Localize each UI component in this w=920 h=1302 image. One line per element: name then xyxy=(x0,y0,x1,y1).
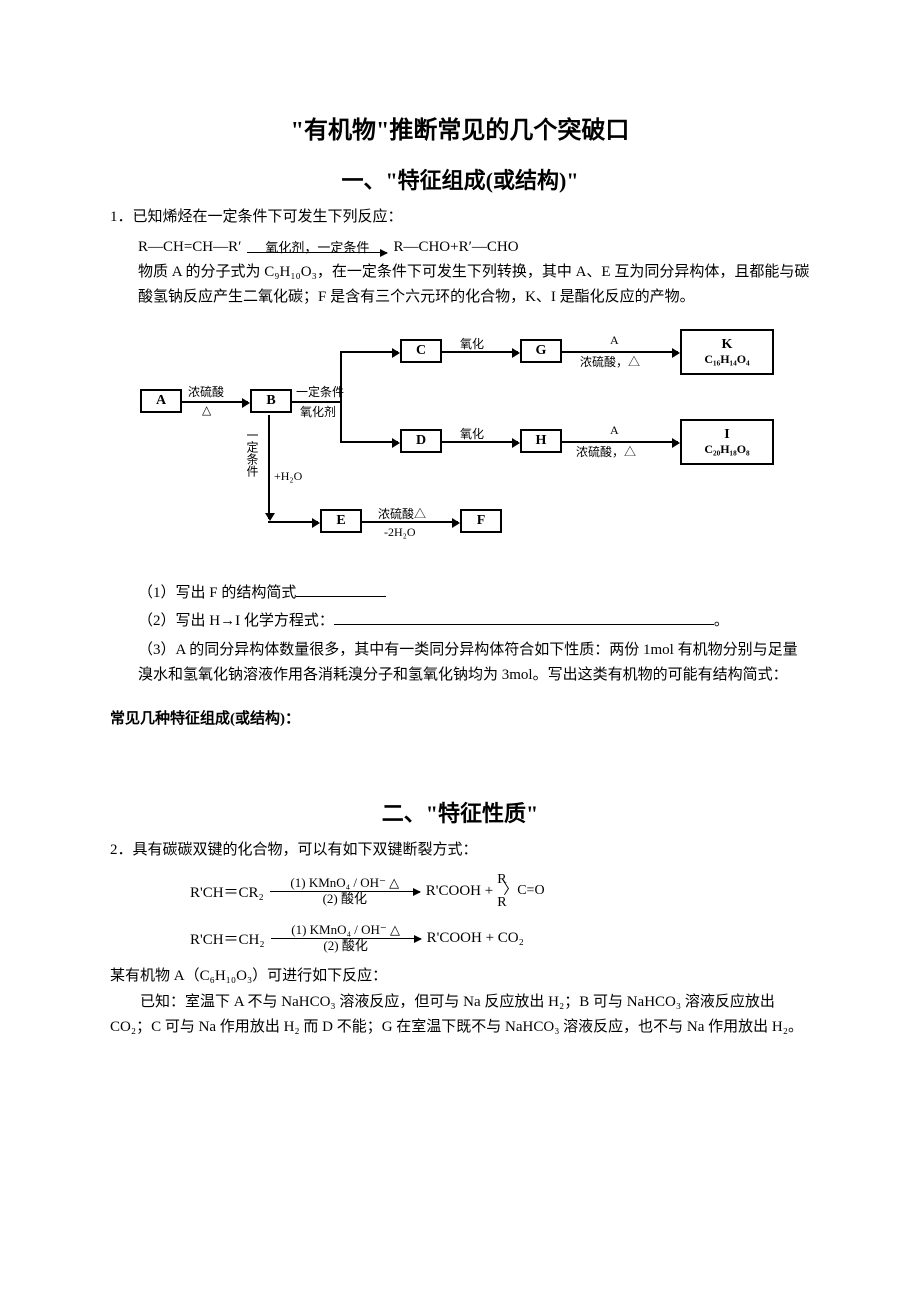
box-E: E xyxy=(320,509,362,533)
arrow-B-D xyxy=(340,441,398,443)
label-hi2: 浓硫酸，△ xyxy=(576,443,636,460)
label-bcd2: 氧化剂 xyxy=(300,403,336,420)
q1-reaction: R—CH=CH—R′ 氧化剂，一定条件 R—CHO+R′—CHO xyxy=(138,239,810,256)
eq2-arrow: (1) KMnO₄ / OH⁻ △ (2) 酸化 xyxy=(271,923,421,954)
reaction-arrow: 氧化剂，一定条件 xyxy=(247,241,387,253)
arrow-A-B xyxy=(180,401,248,403)
label-gk2: 浓硫酸，△ xyxy=(580,353,640,370)
label-bcd: 一定条件 xyxy=(296,383,344,400)
box-I: I C₂₀H₁₈O₈ xyxy=(680,419,774,465)
box-D: D xyxy=(400,429,442,453)
q1-sub2: （2）写出 H→I 化学方程式：。 xyxy=(138,607,810,636)
blank-2 xyxy=(334,609,714,625)
label-dh: 氧化 xyxy=(460,425,484,442)
equations: R'CH＝CR₂ (1) KMnO₄ / OH⁻ △ (2) 酸化 R'COOH… xyxy=(190,874,810,955)
q1-sub1: （1）写出 F 的结构简式 xyxy=(138,579,810,608)
flow-diagram: A B C D G H K C₁₆H₁₄O₄ I C₂₀H₁₈O₈ E F 浓硫… xyxy=(140,329,810,559)
label-hi: A xyxy=(610,423,619,438)
q2-paragraph: 已知：室温下 A 不与 NaHCO₃ 溶液反应，但可与 Na 反应放出 H₂；B… xyxy=(110,990,810,1041)
blank-1 xyxy=(296,581,386,597)
eq1: R'CH＝CR₂ (1) KMnO₄ / OH⁻ △ (2) 酸化 R'COOH… xyxy=(190,874,810,910)
main-title: "有机物"推断常见的几个突破口 xyxy=(110,110,810,145)
arrow-B-E-h xyxy=(268,521,318,523)
eq2: R'CH＝CH₂ (1) KMnO₄ / OH⁻ △ (2) 酸化 R'COOH… xyxy=(190,923,810,954)
ketone: R 〉C=O R xyxy=(497,874,544,910)
feature-heading: 常见几种特征组成(或结构)： xyxy=(110,707,810,733)
label-cg: 氧化 xyxy=(460,335,484,352)
box-H: H xyxy=(520,429,562,453)
label-ab: 浓硫酸 xyxy=(188,383,224,400)
q1-lead: 1．已知烯烃在一定条件下可发生下列反应： xyxy=(110,205,810,231)
box-B: B xyxy=(250,389,292,413)
box-G: G xyxy=(520,339,562,363)
box-K: K C₁₆H₁₄O₄ xyxy=(680,329,774,375)
arrow-B-E-v xyxy=(268,415,270,519)
q2-lead: 2．具有碳碳双键的化合物，可以有如下双键断裂方式： xyxy=(110,838,810,864)
label-ef: 浓硫酸△ xyxy=(378,505,426,522)
q2-line: 某有机物 A（C₆H₁₀O₃）可进行如下反应： xyxy=(110,964,810,990)
box-A: A xyxy=(140,389,182,413)
page: "有机物"推断常见的几个突破口 一、"特征组成(或结构)" 1．已知烯烃在一定条… xyxy=(0,0,920,1302)
section1-title: 一、"特征组成(或结构)" xyxy=(110,163,810,195)
label-be: 一定条件 xyxy=(244,429,261,477)
box-F: F xyxy=(460,509,502,533)
label-gk: A xyxy=(610,333,619,348)
label-ef2: -2H₂O xyxy=(384,525,416,540)
reaction-right: R—CHO+R′—CHO xyxy=(393,239,518,256)
q1-paragraph: 物质 A 的分子式为 C₉H₁₀O₃，在一定条件下可发生下列转换，其中 A、E … xyxy=(138,260,810,311)
eq1-arrow: (1) KMnO₄ / OH⁻ △ (2) 酸化 xyxy=(270,876,420,907)
section2-title: 二、"特征性质" xyxy=(110,796,810,828)
q1-sub3: （3）A 的同分异构体数量很多，其中有一类同分异构体符合如下性质：两份 1mol… xyxy=(138,638,810,689)
box-C: C xyxy=(400,339,442,363)
reaction-left: R—CH=CH—R′ xyxy=(138,239,241,256)
label-be-h2o: +H₂O xyxy=(274,469,302,484)
label-ab2: △ xyxy=(202,403,211,418)
arrow-B-C xyxy=(340,351,398,353)
